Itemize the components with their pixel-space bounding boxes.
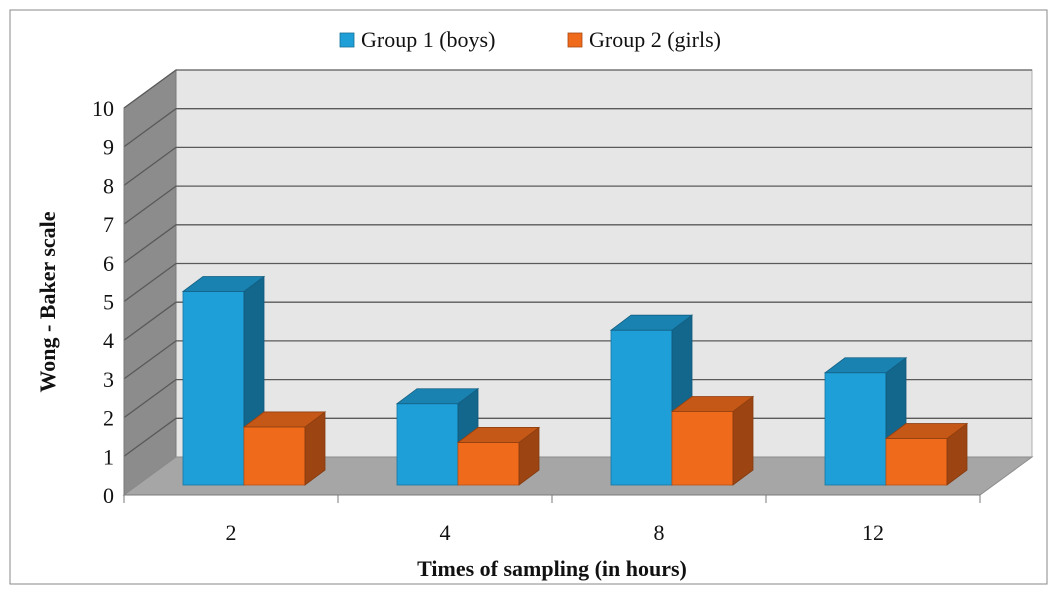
legend-swatch: [339, 32, 355, 48]
bar-2-8: [670, 395, 755, 486]
x-tick-label: 12: [862, 520, 884, 545]
y-tick-label: 9: [103, 135, 114, 160]
gridlines: [123, 69, 1032, 457]
gridline: [123, 301, 1032, 341]
gridline: [123, 108, 1032, 148]
bar-1-12: [823, 356, 908, 486]
bar-top: [884, 423, 969, 439]
gridline: [123, 378, 1032, 419]
gridline: [123, 185, 1032, 225]
bar-side: [732, 395, 754, 486]
bar-top: [456, 427, 541, 443]
legend-swatch: [567, 32, 583, 48]
bar-top: [395, 388, 480, 405]
gridline: [123, 262, 1032, 303]
x-tick-label: 2: [226, 520, 237, 545]
gridline: [123, 146, 1032, 186]
bar-front: [457, 442, 520, 486]
bar-front: [671, 411, 734, 486]
bar-2-4: [456, 426, 541, 486]
bar-front: [885, 438, 948, 486]
bar-front: [610, 329, 673, 486]
y-tick-label: 6: [103, 251, 114, 276]
x-tick-label: 4: [440, 520, 451, 545]
bar-front: [243, 426, 306, 486]
y-tick-label: 0: [103, 483, 114, 508]
y-tick-label: 1: [103, 444, 114, 469]
x-tick-label: 8: [654, 520, 665, 545]
gridline: [123, 340, 1032, 380]
legend: Group 1 (boys) Group 2 (girls): [339, 27, 721, 52]
bar-front: [824, 372, 887, 486]
y-tick-label: 7: [103, 212, 114, 237]
bar-top: [181, 276, 266, 292]
legend-label: Group 1 (boys): [361, 27, 495, 52]
bars-group: [181, 275, 969, 486]
y-tick-label: 3: [103, 367, 114, 392]
y-tick-label: 4: [103, 328, 114, 353]
bar-1-2: [181, 275, 266, 486]
x-axis-title: Times of sampling (in hours): [417, 556, 687, 581]
bar-top: [823, 357, 908, 374]
bar-front: [396, 403, 459, 486]
y-tick-label: 8: [103, 173, 114, 198]
bar-top: [609, 314, 694, 331]
y-tick-label: 10: [92, 96, 114, 121]
y-axis-title: Wong - Baker scale: [35, 211, 60, 392]
bar-top: [670, 396, 755, 412]
y-tick-label: 5: [103, 290, 114, 315]
bar-top: [242, 411, 327, 428]
bar-front: [182, 291, 245, 486]
bar-2-12: [884, 422, 969, 486]
y-tick-label: 2: [103, 406, 114, 431]
bar-2-2: [242, 411, 327, 486]
gridline: [123, 69, 1032, 109]
legend-label: Group 2 (girls): [589, 27, 721, 52]
gridline: [123, 224, 1032, 264]
